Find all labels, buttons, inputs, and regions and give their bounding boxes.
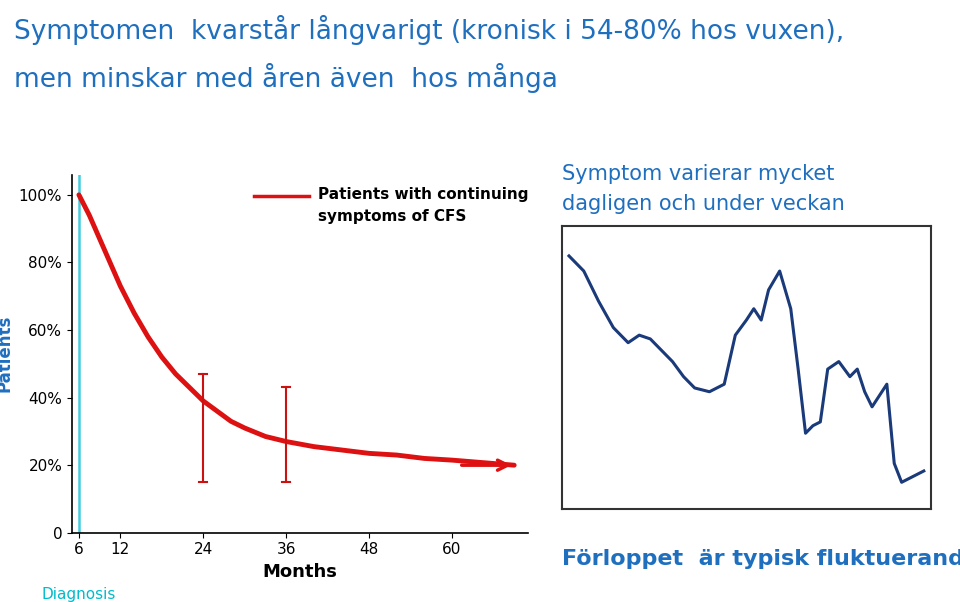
Text: men minskar med åren även  hos många: men minskar med åren även hos många [14,63,559,93]
Text: dagligen och under veckan: dagligen och under veckan [562,194,845,214]
Text: Diagnosis: Diagnosis [41,587,116,602]
Text: Symptomen  kvarstår långvarigt (kronisk i 54-80% hos vuxen),: Symptomen kvarstår långvarigt (kronisk i… [14,15,845,45]
X-axis label: Months: Months [263,563,337,581]
Y-axis label: Patients: Patients [0,315,13,393]
Text: Symptom varierar mycket: Symptom varierar mycket [562,164,834,184]
Text: Förloppet  är typisk fluktuerande: Förloppet är typisk fluktuerande [562,549,960,569]
Text: Patients with continuing: Patients with continuing [318,187,529,202]
Text: symptoms of CFS: symptoms of CFS [318,209,467,223]
